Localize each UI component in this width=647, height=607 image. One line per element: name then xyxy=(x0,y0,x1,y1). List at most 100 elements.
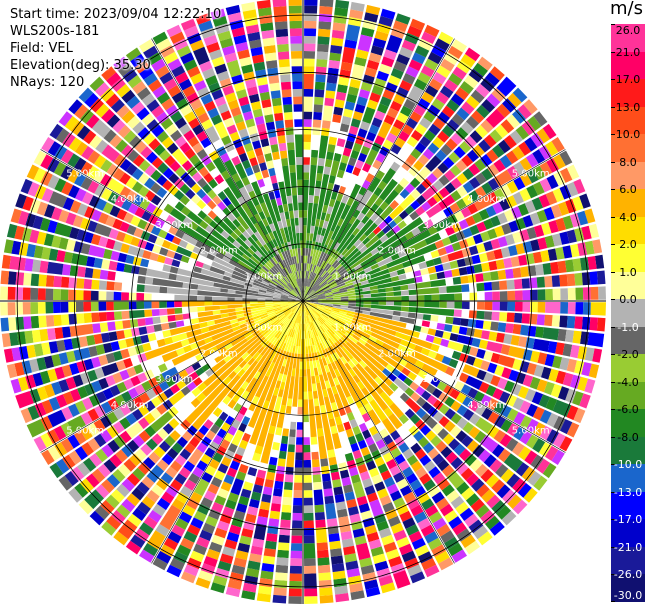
range-ring-label: 2.00km xyxy=(200,246,238,257)
colorbar-swatch xyxy=(611,326,645,355)
colorbar-tick xyxy=(611,354,615,356)
start-time-label: Start time: 2023/09/04 12:22:10 xyxy=(10,7,222,22)
colorbar-tick xyxy=(611,491,615,493)
colorbar-tick xyxy=(611,161,615,163)
range-ring-label: 4.00km xyxy=(467,194,505,205)
velocity-colorbar: 26.0 21.0 17.0 13.0 10.0 8.0 6.0 4.0 2.0 1.0 0.0 -1… xyxy=(611,24,645,603)
colorbar-tick-label: 17.0 xyxy=(615,73,641,87)
range-ring-label: 1.00km xyxy=(334,271,372,282)
velocity-gate-group xyxy=(18,8,605,598)
nrays-label: NRays: 120 xyxy=(10,75,85,90)
colorbar-swatch xyxy=(611,519,645,548)
range-ring-label: 2.00km xyxy=(378,348,416,359)
colorbar-tick xyxy=(611,601,615,602)
colorbar-swatch xyxy=(611,106,645,135)
colorbar-tick-label: 13.0 xyxy=(615,100,641,114)
colorbar-swatch xyxy=(611,24,645,53)
azimuth-line xyxy=(302,300,566,453)
range-ring-label: 2.00km xyxy=(200,348,238,359)
colorbar-tick xyxy=(611,106,615,108)
colorbar-swatch xyxy=(611,436,645,465)
colorbar-tick xyxy=(611,271,615,273)
range-ring-label: 5.00km xyxy=(512,426,550,437)
colorbar-tick xyxy=(611,574,615,576)
range-ring-label: 1.00km xyxy=(334,323,372,334)
colorbar-swatch xyxy=(611,299,645,328)
colorbar-tick-label: 10.0 xyxy=(615,128,641,142)
colorbar-swatch xyxy=(611,134,645,163)
colorbar-tick xyxy=(611,381,615,383)
scan-info-panel: Start time: 2023/09/04 12:22:10 WLS200s-… xyxy=(10,6,221,91)
colorbar-tick xyxy=(611,464,615,466)
colorbar-swatch xyxy=(611,271,645,300)
velocity-gate-group xyxy=(0,20,591,551)
azimuth-line xyxy=(302,149,566,302)
azimuth-line xyxy=(151,38,304,302)
colorbar-tick xyxy=(611,299,615,301)
field-label: Field: VEL xyxy=(10,41,73,56)
colorbar-tick-label: -13.0 xyxy=(613,485,643,499)
colorbar-swatch xyxy=(611,574,645,603)
colorbar-swatch xyxy=(611,189,645,218)
colorbar-tick-label: -4.0 xyxy=(617,375,639,389)
colorbar-tick xyxy=(611,546,615,548)
colorbar-tick-label: -17.0 xyxy=(613,513,643,527)
elevation-label: Elevation(deg): 35.30 xyxy=(10,58,151,73)
colorbar-tick xyxy=(611,216,615,218)
colorbar-swatch xyxy=(611,491,645,520)
colorbar-tick-label: 2.0 xyxy=(619,238,637,252)
azimuth-line xyxy=(40,300,304,453)
colorbar-tick xyxy=(611,326,615,328)
range-rings: 1.00km 1.00km 1.00km 1.00km 2.00km 2.00km 2.00… xyxy=(0,0,606,604)
colorbar-tick-label: -21.0 xyxy=(613,540,643,554)
colorbar-tick xyxy=(611,436,615,438)
range-ring-label: 1.00km xyxy=(244,323,282,334)
colorbar-tick-label: -10.0 xyxy=(613,458,643,472)
colorbar-tick-label: 4.0 xyxy=(619,210,637,224)
colorbar-swatch xyxy=(611,51,645,80)
velocity-gate-group xyxy=(21,14,595,589)
velocity-gate-group xyxy=(1,6,568,583)
range-ring-label: 5.00km xyxy=(66,168,104,179)
colorbar-swatch xyxy=(611,161,645,190)
azimuth-line xyxy=(302,300,455,564)
colorbar-tick xyxy=(611,51,615,53)
range-ring-label: 3.00km xyxy=(423,220,461,231)
colorbar-swatch xyxy=(611,216,645,245)
velocity-gate-group xyxy=(17,9,606,603)
colorbar-tick xyxy=(611,409,615,411)
range-ring-label: 3.00km xyxy=(155,374,193,385)
colorbar-swatch xyxy=(611,464,645,493)
range-ring-label: 3.00km xyxy=(155,220,193,231)
colorbar-tick xyxy=(611,134,615,136)
colorbar-tick-label: -30.0 xyxy=(613,589,643,602)
colorbar-tick xyxy=(611,79,615,81)
colorbar-tick-label: -26.0 xyxy=(613,568,643,582)
colorbar-swatch xyxy=(611,546,645,575)
colorbar-tick-label: 26.0 xyxy=(615,24,641,37)
instrument-label: WLS200s-181 xyxy=(10,24,100,39)
range-ring-label: 5.00km xyxy=(512,168,550,179)
velocity-gate-group xyxy=(31,16,585,604)
colorbar-tick xyxy=(611,24,615,25)
azimuth-line xyxy=(302,38,455,302)
colorbar-swatch xyxy=(611,381,645,410)
velocity-gate-group xyxy=(3,27,603,597)
colorbar-tick-label: 21.0 xyxy=(615,45,641,59)
range-ring-label: 5.00km xyxy=(66,426,104,437)
colorbar-swatch xyxy=(611,244,645,273)
velocity-gates xyxy=(0,0,607,604)
colorbar-unit-label: m/s xyxy=(610,0,643,19)
azimuth-line xyxy=(151,300,304,564)
colorbar-tick-label: 8.0 xyxy=(619,155,637,169)
ppi-radar-display: 1.00km 1.00km 1.00km 1.00km 2.00km 2.00km 2.00… xyxy=(0,0,607,604)
range-ring-label: 3.00km xyxy=(423,374,461,385)
colorbar-tick xyxy=(611,244,615,246)
colorbar-tick-label: -2.0 xyxy=(617,348,639,362)
colorbar-tick xyxy=(611,189,615,191)
range-ring-label: 1.00km xyxy=(244,271,282,282)
range-ring-label: 4.00km xyxy=(467,400,505,411)
colorbar-tick-label: -6.0 xyxy=(617,403,639,417)
colorbar-tick-label: -1.0 xyxy=(617,320,639,334)
colorbar-tick-label: 1.0 xyxy=(619,265,637,279)
